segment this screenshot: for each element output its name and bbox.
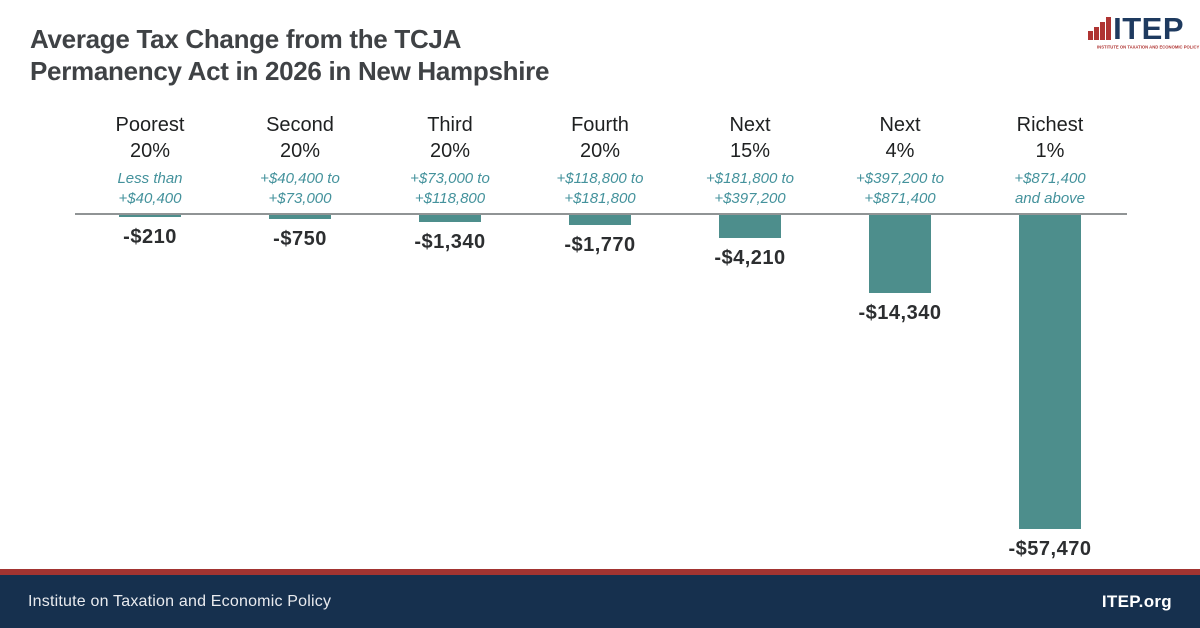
value-label: -$4,210 [714, 247, 786, 269]
itep-logo: ITEP INSTITUTE ON TAXATION AND ECONOMIC … [1088, 13, 1200, 56]
bar-chart-icon [1087, 17, 1112, 40]
value-label: -$1,340 [414, 231, 486, 253]
income-range-label: +$181,800 to +$397,200 [705, 170, 794, 207]
category-label: Poorest 20% [115, 114, 185, 162]
chart-column: Second 20% +$40,400 to +$73,000 -$750 [225, 0, 375, 570]
chart-column: Next 15% +$181,800 to +$397,200 -$4,210 [675, 0, 825, 570]
income-range-label: Less than +$40,400 [117, 170, 183, 207]
footer-bar: Institute on Taxation and Economic Polic… [0, 575, 1200, 628]
value-label: -$1,770 [564, 234, 636, 256]
value-label: -$210 [123, 226, 177, 248]
bar [119, 215, 181, 217]
bar [569, 215, 631, 225]
footer-organization-name: Institute on Taxation and Economic Polic… [28, 592, 332, 610]
chart-column: Third 20% +$73,000 to +$118,800 -$1,340 [375, 0, 525, 570]
chart-column: Next 4% +$397,200 to +$871,400 -$14,340 [825, 0, 975, 570]
value-label: -$57,470 [1008, 538, 1092, 560]
income-range-label: +$397,200 to +$871,400 [855, 170, 944, 207]
footer-accent-stripe [0, 569, 1200, 575]
income-range-label: +$40,400 to +$73,000 [260, 170, 340, 207]
value-label: -$14,340 [858, 302, 942, 324]
bar [419, 215, 481, 222]
income-range-label: +$73,000 to +$118,800 [410, 170, 490, 207]
category-label: Next 4% [879, 114, 921, 162]
value-label: -$750 [273, 228, 327, 250]
chart-column: Poorest 20% Less than +$40,400 -$210 [75, 0, 225, 570]
bar [1019, 215, 1081, 529]
category-label: Next 15% [729, 114, 771, 162]
itep-logo-tagline: INSTITUTE ON TAXATION AND ECONOMIC POLIC… [1097, 45, 1200, 50]
category-label: Richest 1% [1016, 114, 1084, 162]
chart-title: Average Tax Change from the TCJA Permane… [30, 23, 549, 87]
chart-title-line2: Permanency Act in 2026 in New Hampshire [30, 56, 550, 86]
income-range-label: +$118,800 to +$181,800 [556, 170, 644, 207]
category-label: Third 20% [427, 114, 473, 162]
itep-logo-row: ITEP [1088, 13, 1184, 44]
chart-column: Fourth 20% +$118,800 to +$181,800 -$1,770 [525, 0, 675, 570]
x-axis-baseline [75, 213, 1127, 215]
chart-title-line1: Average Tax Change from the TCJA [30, 24, 462, 54]
chart-column: Richest 1% +$871,400 and above -$57,470 [975, 0, 1125, 570]
bar [719, 215, 781, 238]
income-range-label: +$871,400 and above [1014, 170, 1086, 207]
footer-website: ITEP.org [1101, 591, 1172, 611]
bar [869, 215, 931, 293]
itep-logo-text: ITEP [1113, 11, 1184, 46]
category-label: Fourth 20% [571, 114, 629, 162]
category-label: Second 20% [266, 114, 334, 162]
bar [269, 215, 331, 219]
